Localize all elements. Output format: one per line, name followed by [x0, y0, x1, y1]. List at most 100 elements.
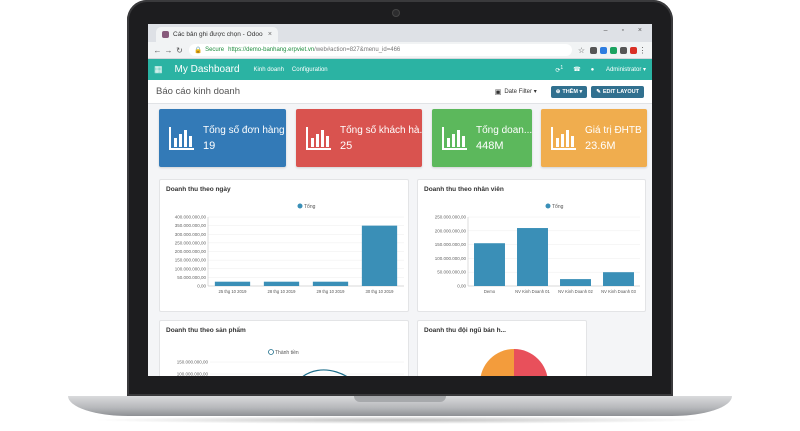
kpi-tile-customers[interactable]: Tổng số khách hà... 25 [296, 109, 422, 167]
user-name: Administrator [605, 67, 642, 73]
lock-icon: 🔒 [194, 47, 203, 54]
kpi-label: Giá trị ĐHTB [585, 124, 642, 136]
legend-label: Tổng [552, 203, 564, 210]
y-tick-label: 300.000.000,00 [175, 232, 207, 237]
x-tick-label: 25 thg 10 2019 [219, 289, 248, 294]
kpi-tile-avg-order[interactable]: Giá trị ĐHTB 23.6M [541, 109, 647, 167]
y-tick-label: 250.000.000,00 [175, 240, 207, 245]
notification-count: 1 [560, 65, 564, 71]
chart-card-revenue-by-day: Doanh thu theo ngày Tổng 400.000.000,00 35… [159, 179, 409, 312]
bar-chart-revenue-by-employee: Tổng 250.000.000,00 200.000.000,00 150.000.… [435, 203, 640, 294]
line-chart-revenue-by-product: Thành tiền 150.000.000,00 100.000.000,00 [177, 349, 404, 377]
legend-label: Thành tiền [275, 350, 299, 356]
laptop-shadow [90, 416, 710, 424]
bar-chart-icon [169, 127, 194, 150]
edit-layout-button[interactable]: ✎ EDIT LAYOUT [591, 85, 644, 98]
url-input[interactable]: 🔒 Secure https://demo-banhang.erpviet.vn… [189, 44, 572, 56]
x-tick-label: 29 thg 10 2019 [317, 289, 346, 294]
chat-icon[interactable]: ☎ [573, 67, 581, 73]
browser-tab[interactable]: Các bản ghi được chọn - Odoo × [156, 27, 278, 42]
series-line [302, 369, 347, 376]
bar [214, 281, 251, 286]
notifications-icon[interactable]: ⟳1 [555, 65, 564, 74]
bar-chart-icon [306, 127, 331, 150]
apps-grid-icon[interactable]: ▦ [154, 64, 163, 74]
legend-swatch [297, 203, 303, 209]
user-menu[interactable]: ● Administrator ▾ [590, 67, 646, 73]
bar [474, 243, 505, 286]
y-tick-label: 400.000.000,00 [175, 215, 207, 220]
extension-icon[interactable] [600, 46, 607, 54]
date-filter-label: Date Filter [504, 88, 533, 95]
card-title: Doanh thu theo ngày [166, 186, 231, 193]
calendar-icon: ▣ [494, 88, 502, 96]
star-icon[interactable]: ☆ [577, 45, 586, 55]
screen: Các bản ghi được chọn - Odoo × – ▫ × ← →… [148, 24, 652, 376]
y-tick-label: 250.000.000,00 [435, 215, 467, 220]
y-tick-label: 200.000.000,00 [435, 228, 467, 233]
bar-chart-icon [551, 127, 576, 150]
kpi-value: 25 [340, 139, 353, 152]
y-tick-label: 50.000.000,00 [177, 275, 206, 280]
add-button[interactable]: ⊕ THÊM ▾ [550, 85, 588, 98]
extension-icon[interactable] [630, 46, 637, 54]
window-controls[interactable]: – ▫ × [603, 27, 648, 34]
legend-label: Tổng [304, 203, 316, 210]
edit-layout-label: EDIT LAYOUT [602, 88, 639, 95]
pie-slice [480, 349, 514, 376]
menu-configuration[interactable]: Configuration [291, 66, 328, 73]
secure-label: Secure [205, 47, 225, 53]
url-path: /web#action=827&menu_id=466 [314, 47, 401, 53]
chart-card-sales-team: Doanh thu đội ngũ bán h... [417, 320, 587, 376]
pie-chart-sales-team [480, 349, 548, 376]
bar [361, 225, 398, 286]
bar [517, 228, 548, 286]
kpi-value: 23.6M [585, 139, 616, 152]
y-tick-label: 0,00 [197, 284, 206, 289]
add-button-label: THÊM [562, 88, 578, 95]
forward-icon[interactable]: → [164, 45, 173, 55]
menu-kebab-icon[interactable]: ⋮ [638, 45, 647, 55]
kpi-tile-revenue[interactable]: Tổng doan... 448M [432, 109, 532, 167]
pie-slice [514, 349, 548, 376]
y-tick-label: 150.000.000,00 [177, 360, 209, 365]
reload-icon[interactable]: ↻ [176, 45, 183, 55]
control-panel: Báo cáo kinh doanh ▣ Date Filter ▾ ⊕ THÊ… [148, 80, 652, 104]
chart-card-revenue-by-product: Doanh thu theo sản phẩm Thành tiền 150.00… [159, 320, 409, 376]
card-title: Doanh thu đội ngũ bán h... [424, 327, 506, 334]
camera-dot [392, 9, 400, 17]
odoo-favicon-icon [162, 31, 169, 38]
app-brand[interactable]: My Dashboard [174, 64, 240, 75]
card-title: Doanh thu theo nhân viên [424, 186, 504, 193]
y-tick-label: 100.000.000,00 [175, 266, 207, 271]
browser-tabstrip: Các bản ghi được chọn - Odoo × – ▫ × [148, 24, 652, 42]
kpi-tile-orders[interactable]: Tổng số đơn hàng 19 [159, 109, 286, 167]
kpi-label: Tổng số đơn hàng [203, 124, 285, 136]
menu-kinh-doanh[interactable]: Kinh doanh [253, 66, 284, 73]
date-filter-dropdown[interactable]: ▣ Date Filter ▾ [494, 88, 537, 96]
y-tick-label: 150.000.000,00 [435, 242, 467, 247]
y-tick-label: 200.000.000,00 [175, 249, 207, 254]
kpi-value: 19 [203, 139, 216, 152]
odoo-navbar: ▦ My Dashboard Kinh doanh Configuration … [148, 59, 652, 80]
kpi-row: Tổng số đơn hàng 19 Tổng số khách hà... … [148, 109, 652, 169]
url-domain: https://demo-banhang.erpviet.vn [228, 47, 315, 53]
x-tick-label: Demo [484, 289, 496, 294]
legend-swatch [268, 349, 274, 355]
legend-swatch [545, 203, 551, 209]
plus-icon: ⊕ [555, 88, 561, 95]
extension-icon[interactable] [610, 46, 617, 54]
back-icon[interactable]: ← [153, 45, 162, 55]
address-bar: ← → ↻ 🔒 Secure https://demo-banhang.erpv… [148, 42, 652, 59]
bar [312, 281, 349, 286]
y-tick-label: 100.000.000,00 [177, 372, 209, 377]
pencil-icon: ✎ [596, 88, 601, 95]
extension-icon[interactable] [590, 46, 597, 54]
close-tab-icon[interactable]: × [267, 31, 272, 38]
laptop-notch [354, 396, 446, 402]
y-tick-label: 100.000.000,00 [435, 256, 467, 261]
bar-chart-icon [442, 127, 467, 150]
bar [263, 281, 300, 286]
extension-icon[interactable] [620, 46, 627, 54]
y-tick-label: 350.000.000,00 [175, 223, 207, 228]
